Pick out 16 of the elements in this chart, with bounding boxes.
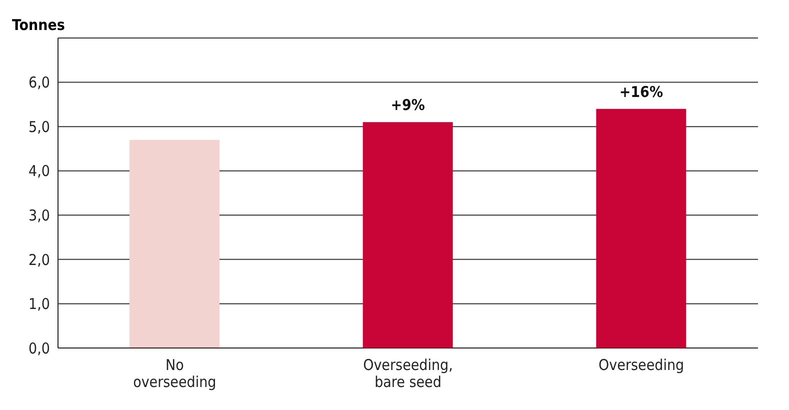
y-tick-label: 0,0: [28, 339, 50, 358]
bar: [130, 140, 220, 348]
y-tick-label: 2,0: [28, 250, 50, 269]
y-axis-title: Tonnes: [12, 16, 65, 34]
y-tick-label: 1,0: [28, 295, 50, 314]
annotation: +16%: [619, 82, 664, 101]
bar: [596, 108, 686, 348]
y-tick-label: 5,0: [28, 118, 50, 136]
annotation: +9%: [390, 96, 426, 114]
y-tick-label: 4,0: [28, 162, 50, 180]
y-tick-label: 6,0: [28, 74, 50, 92]
bar: [362, 122, 453, 348]
y-tick-label: 3,0: [28, 206, 50, 224]
x-tick-label: No overseeding: [133, 356, 216, 391]
x-tick-label: Overseeding, bare seed: [363, 356, 453, 391]
x-tick-label: Overseeding: [598, 356, 684, 374]
